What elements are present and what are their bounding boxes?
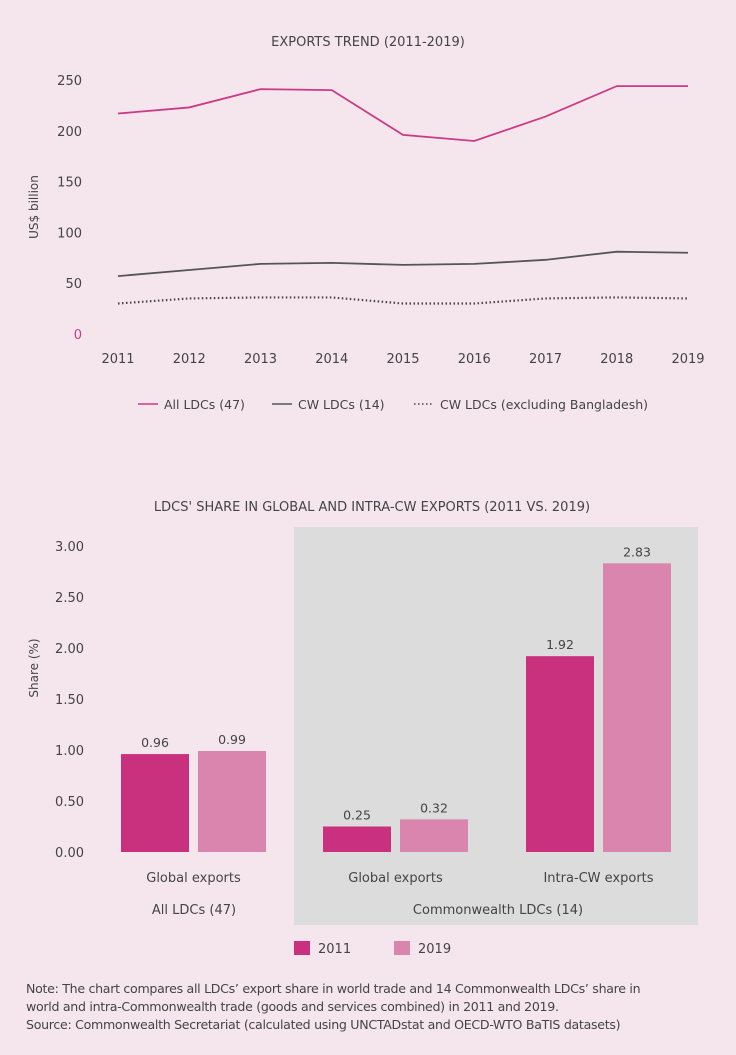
bar [198, 751, 266, 852]
legend-swatch [294, 941, 310, 955]
y-tick-label: 3.00 [55, 540, 84, 555]
x-category-label: Intra-CW exports [543, 871, 653, 886]
x-tick-label: 2017 [529, 352, 562, 367]
x-tick-label: 2013 [244, 352, 277, 367]
note-line-2: world and intra-Commonwealth trade (good… [26, 999, 559, 1014]
y-axis-label: US$ billion [27, 175, 41, 239]
bar-data-label: 0.25 [343, 808, 371, 823]
group-label: All LDCs (47) [152, 903, 236, 918]
y-tick-label: 100 [57, 226, 82, 241]
exports-trend-chart: EXPORTS TREND (2011-2019) US$ billion 0 50 1… [27, 35, 705, 412]
legend-label: All LDCs (47) [164, 397, 245, 412]
bar [526, 656, 594, 852]
y-tick-label: 0 [74, 328, 82, 343]
y-tick-label: 250 [57, 74, 82, 89]
footnote: Note: The chart compares all LDCs’ expor… [26, 980, 726, 1034]
bar [121, 754, 189, 852]
y-tick-label: 0.50 [55, 795, 84, 810]
y-tick-label: 200 [57, 125, 82, 140]
x-tick-label: 2018 [600, 352, 633, 367]
legend-label: CW LDCs (excluding Bangladesh) [440, 397, 648, 412]
x-tick-label: 2015 [386, 352, 419, 367]
bar-data-label: 0.99 [218, 732, 246, 747]
legend-label: CW LDCs (14) [298, 397, 385, 412]
y-tick-label: 150 [57, 176, 82, 191]
y-tick-label: 2.00 [55, 642, 84, 657]
y-tick-label: 0.00 [55, 846, 84, 861]
group-label: Commonwealth LDCs (14) [413, 903, 583, 918]
y-tick-label: 1.00 [55, 744, 84, 759]
bar-data-label: 1.92 [546, 637, 574, 652]
source-line: Source: Commonwealth Secretariat (calcul… [26, 1017, 621, 1032]
x-tick-label: 2016 [458, 352, 491, 367]
bar-data-label: 2.83 [623, 544, 651, 559]
y-tick-label: 50 [65, 277, 82, 292]
x-tick-label: 2012 [173, 352, 206, 367]
y-tick-label: 1.50 [55, 693, 84, 708]
bar-data-label: 0.32 [420, 800, 448, 815]
chart-title: EXPORTS TREND (2011-2019) [271, 35, 465, 50]
note-line-1: Note: The chart compares all LDCs’ expor… [26, 981, 641, 996]
chart-title: LDCS' SHARE IN GLOBAL AND INTRA-CW EXPOR… [154, 500, 590, 515]
legend-swatch [394, 941, 410, 955]
x-category-label: Global exports [348, 871, 443, 886]
bar-data-label: 0.96 [141, 735, 169, 750]
x-category-label: Global exports [146, 871, 241, 886]
y-tick-label: 2.50 [55, 591, 84, 606]
bar [323, 826, 391, 852]
x-tick-label: 2019 [671, 352, 704, 367]
bar [400, 819, 468, 852]
legend-label: 2019 [418, 942, 451, 957]
bar [603, 563, 671, 852]
x-tick-label: 2011 [101, 352, 134, 367]
x-tick-label: 2014 [315, 352, 348, 367]
y-axis-label: Share (%) [27, 638, 41, 697]
ldc-share-bar-chart: LDCS' SHARE IN GLOBAL AND INTRA-CW EXPOR… [27, 500, 698, 957]
legend-label: 2011 [318, 942, 351, 957]
